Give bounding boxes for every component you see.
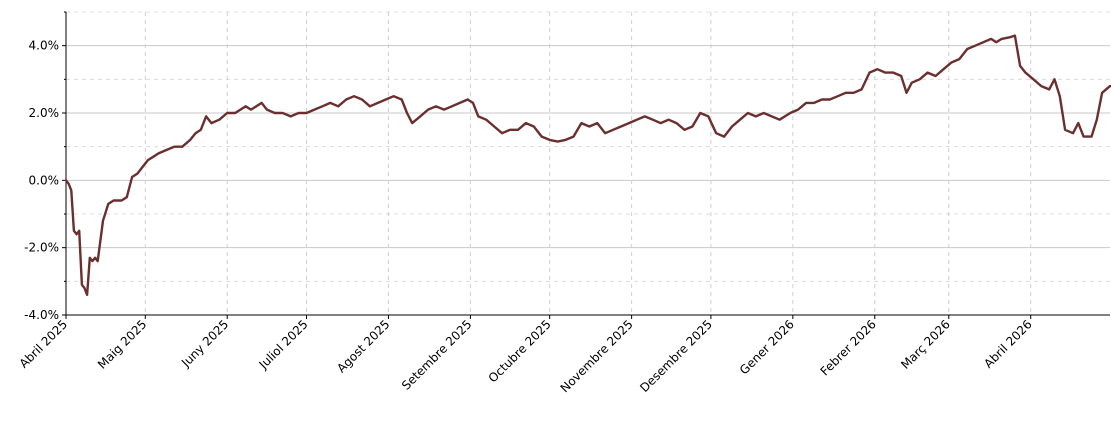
x-tick-label: Octubre 2025	[486, 317, 554, 385]
y-axis-ticks: -4.0% -2.0% 0.0% 2.0% 4.0%	[24, 11, 66, 322]
y-tick-label: -4.0%	[24, 308, 59, 322]
x-tick-label: Maig 2025	[95, 317, 149, 371]
axes	[65, 12, 1110, 316]
x-tick-label: Març 2026	[898, 317, 953, 372]
grid-lines	[66, 11, 1110, 316]
y-tick-label: -2.0%	[24, 241, 59, 255]
x-tick-label: Agost 2025	[334, 317, 392, 375]
x-tick-label: Juny 2025	[178, 317, 231, 370]
y-tick-label: 2.0%	[29, 106, 60, 120]
series-layer	[64, 34, 1111, 296]
y-tick-label: 4.0%	[29, 39, 60, 53]
series-line	[64, 34, 1111, 296]
x-tick-label: Novembre 2025	[558, 317, 636, 395]
x-tick-label: Juliol 2025	[256, 317, 311, 372]
x-tick-label: Abril 2025	[17, 317, 71, 371]
x-tick-label: Setembre 2025	[399, 317, 475, 393]
x-tick-label: Febrer 2026	[818, 317, 879, 378]
x-tick-label: Desembre 2025	[637, 317, 715, 395]
y-tick-label: 0.0%	[29, 173, 60, 187]
x-tick-label: Abril 2026	[981, 317, 1035, 371]
x-tick-label: Gener 2026	[737, 317, 797, 377]
x-axis-ticks: Abril 2025 Maig 2025 Juny 2025 Juliol 2025 A…	[17, 315, 1035, 395]
